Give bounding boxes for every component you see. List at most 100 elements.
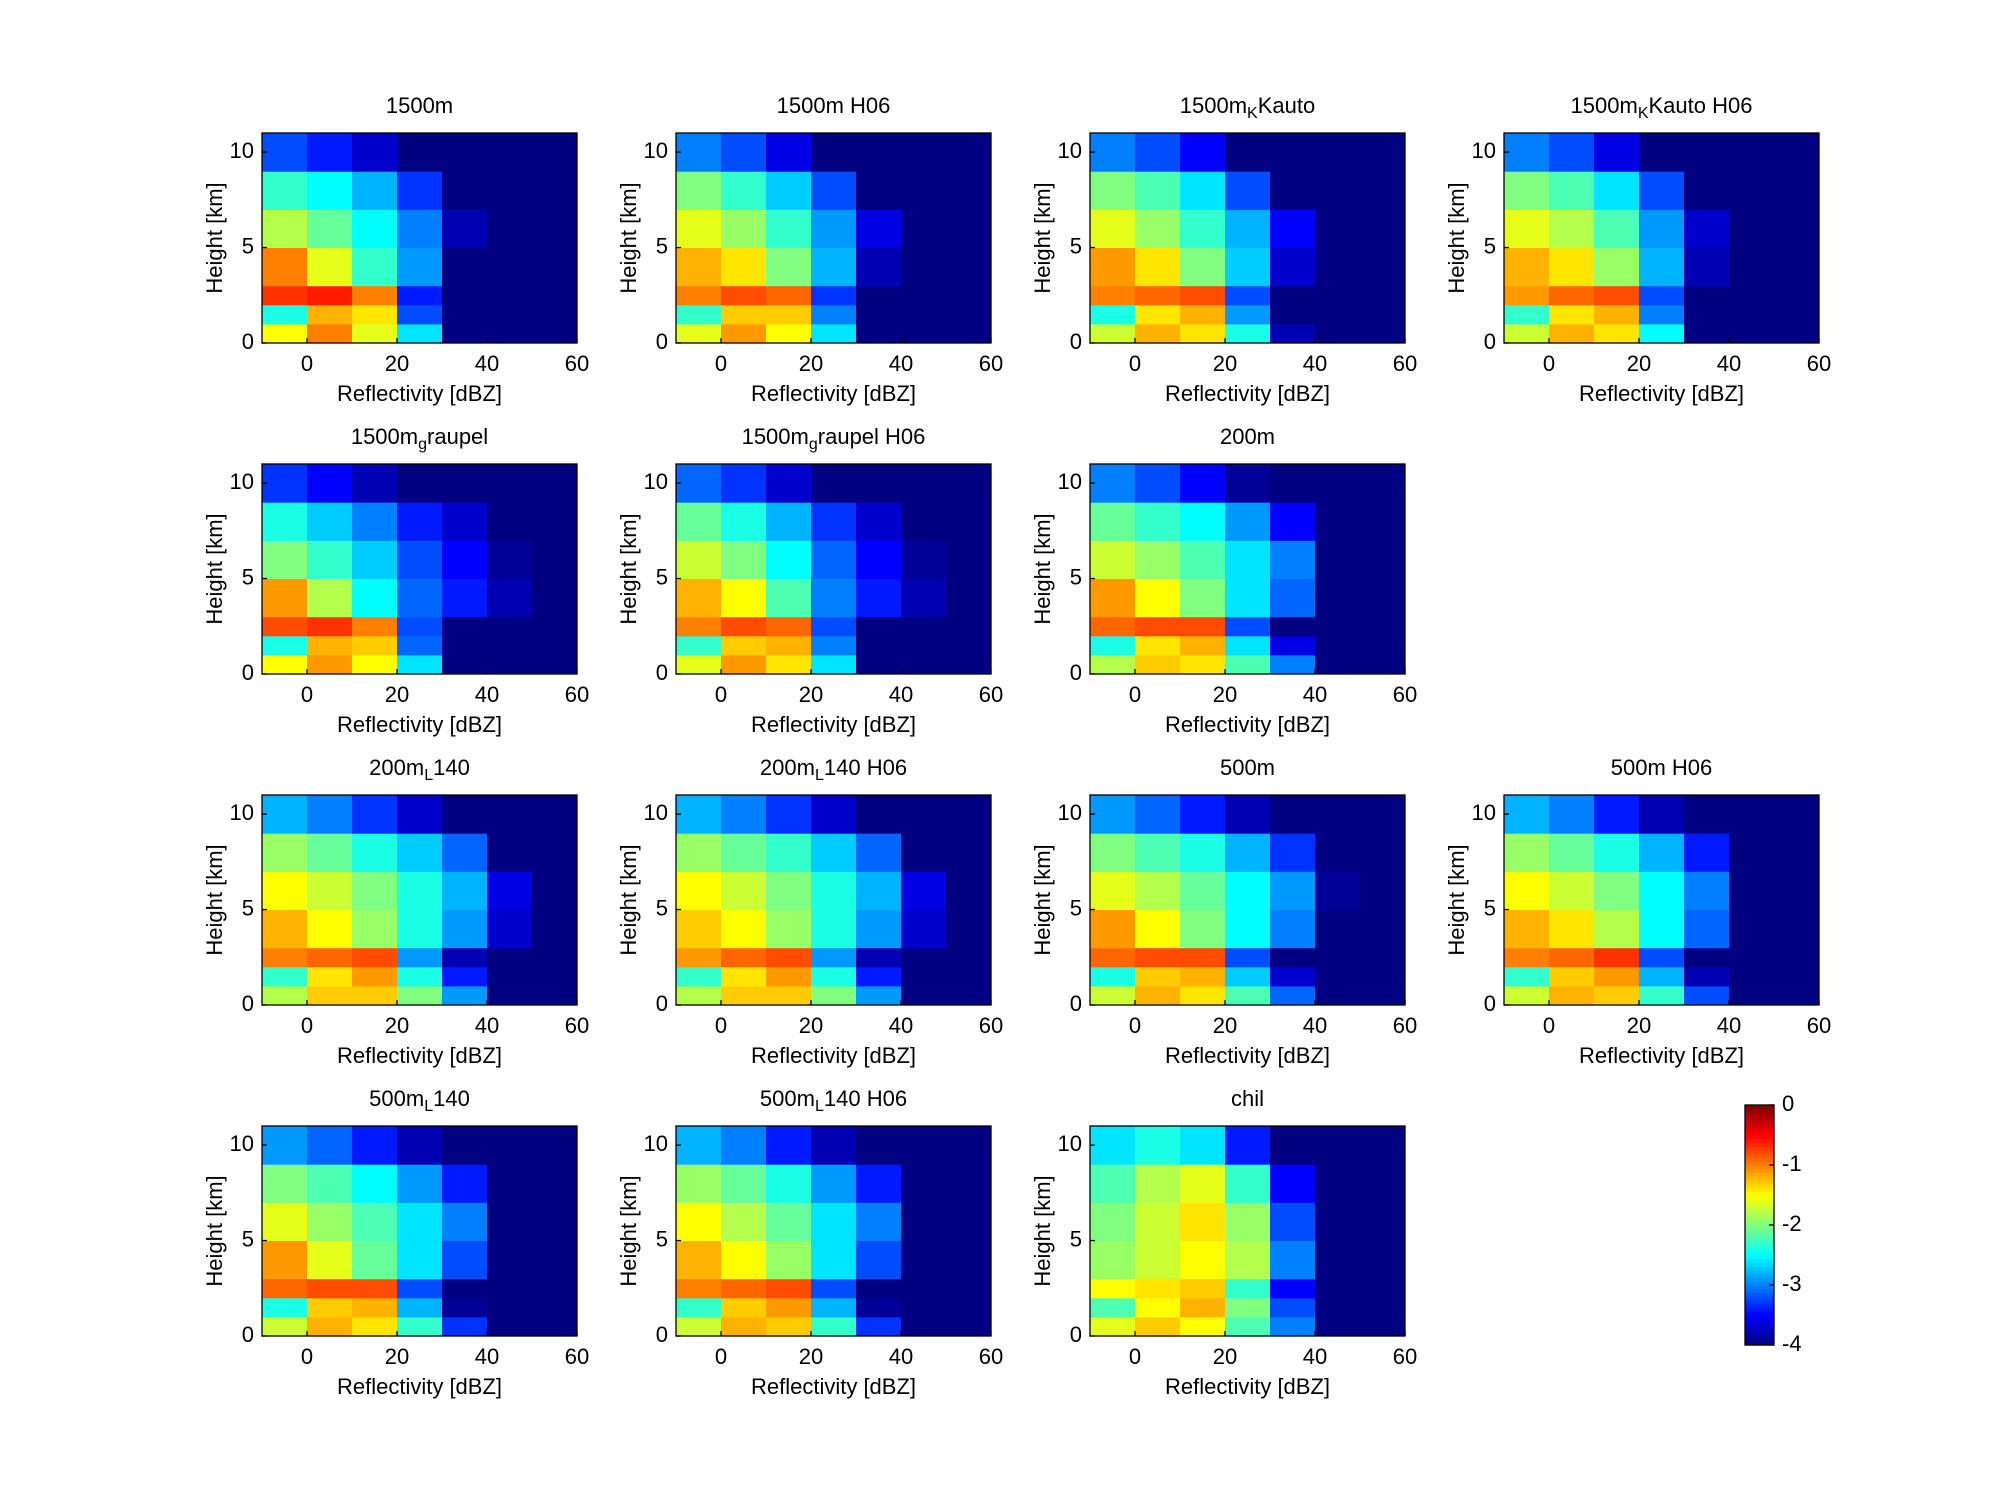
heatmap-cell [1549, 833, 1595, 872]
heatmap-cell [1180, 540, 1226, 580]
x-axis-label: Reflectivity [dBZ] [337, 1043, 502, 1068]
heatmap-cell [1180, 1316, 1226, 1337]
heatmap-cell [532, 1316, 578, 1337]
colorbar-tick-label: -2 [1782, 1211, 1802, 1236]
heatmap-cell [1180, 304, 1226, 325]
y-tick-label: 10 [644, 1131, 668, 1156]
heatmap-cell [856, 578, 902, 618]
heatmap-cell [487, 966, 533, 987]
heatmap-cell [1504, 795, 1550, 834]
heatmap-cell [1315, 1240, 1361, 1280]
x-tick-label: 40 [1303, 1344, 1327, 1369]
heatmap-cell [901, 1316, 947, 1337]
heatmap-cell [1270, 502, 1316, 541]
heatmap-cell [946, 985, 992, 1006]
heatmap-cell [721, 833, 767, 872]
heatmap-cell [946, 871, 992, 911]
heatmap-cell [1774, 247, 1820, 287]
x-tick-label: 0 [301, 1013, 313, 1038]
heatmap-cell [1504, 833, 1550, 872]
colorbar-swatch [1745, 1210, 1774, 1215]
heatmap-cell [1594, 833, 1640, 872]
heatmap-cell [811, 133, 857, 172]
x-tick-label: 0 [1543, 1013, 1555, 1038]
heatmap-cell [307, 285, 353, 306]
heatmap-cell [1315, 247, 1361, 287]
heatmap-cell [901, 616, 947, 637]
heatmap-cell [1270, 1126, 1316, 1165]
heatmap-cell [262, 247, 308, 287]
colorbar-tick-label: -1 [1782, 1151, 1802, 1176]
heatmap-cell [1225, 464, 1271, 503]
heatmap-cell [397, 1297, 443, 1318]
y-tick-label: 5 [242, 233, 254, 258]
x-tick-label: 60 [979, 351, 1003, 376]
heatmap-cell [532, 502, 578, 541]
y-tick-label: 10 [1058, 800, 1082, 825]
colorbar-swatch [1745, 1150, 1774, 1155]
y-tick-label: 0 [1070, 1322, 1082, 1347]
heatmap-cell [442, 247, 488, 287]
heatmap-cell [487, 285, 533, 306]
heatmap-cell [1639, 171, 1685, 210]
heatmap-cell [811, 304, 857, 325]
heatmap-cell [1315, 833, 1361, 872]
heatmap-cell [307, 133, 353, 172]
heatmap-cell [946, 616, 992, 637]
colorbar-swatch [1745, 1225, 1774, 1230]
heatmap-cell [901, 209, 947, 249]
x-tick-label: 60 [565, 351, 589, 376]
y-tick-label: 5 [242, 564, 254, 589]
heatmap-cell [1504, 966, 1550, 987]
y-axis-label: Height [km] [1030, 513, 1055, 624]
heatmap-cell [676, 578, 722, 618]
heatmap-cell [487, 323, 533, 344]
heatmap-cell [676, 833, 722, 872]
heatmap-cell [532, 209, 578, 249]
heatmap-cell [487, 209, 533, 249]
heatmap-cell [352, 871, 398, 911]
x-axis-label: Reflectivity [dBZ] [1165, 1374, 1330, 1399]
heatmap-cell [1180, 1278, 1226, 1299]
heatmap-cell [1135, 654, 1181, 675]
heatmap-cell [676, 1316, 722, 1337]
y-tick-label: 0 [656, 660, 668, 685]
heatmap-cell [442, 1316, 488, 1337]
heatmap-cell [262, 1164, 308, 1203]
heatmap-cell [766, 909, 812, 949]
heatmap-cell [352, 247, 398, 287]
heatmap-cell [1225, 540, 1271, 580]
heatmap-cell [307, 966, 353, 987]
heatmap-cell [901, 795, 947, 834]
heatmap-cell [1090, 285, 1136, 306]
colorbar-swatch [1745, 1266, 1774, 1271]
y-tick-label: 5 [1070, 233, 1082, 258]
heatmap-cell [901, 871, 947, 911]
heatmap-cell [721, 654, 767, 675]
heatmap-cell [1090, 1297, 1136, 1318]
heatmap-cell [532, 1202, 578, 1242]
heatmap-cell [262, 1278, 308, 1299]
heatmap-cell [487, 985, 533, 1006]
heatmap-cell [1090, 909, 1136, 949]
heatmap-cell [442, 1164, 488, 1203]
heatmap-cell [1225, 947, 1271, 968]
heatmap-cell [676, 247, 722, 287]
heatmap-cell [766, 947, 812, 968]
heatmap-cell [1090, 1202, 1136, 1242]
heatmap-cell [1180, 966, 1226, 987]
colorbar-swatch [1745, 1112, 1774, 1117]
heatmap-cell [1549, 209, 1595, 249]
heatmap-cell [721, 323, 767, 344]
heatmap-cell [856, 540, 902, 580]
heatmap-cell [721, 1297, 767, 1318]
x-tick-label: 20 [1627, 351, 1651, 376]
panel-title: 200mL140 H06 [760, 755, 907, 784]
heatmap-cell [856, 285, 902, 306]
y-tick-label: 10 [230, 469, 254, 494]
heatmap-cell [262, 1126, 308, 1165]
heatmap-cell [487, 133, 533, 172]
heatmap-cell [1270, 966, 1316, 987]
x-tick-label: 40 [889, 682, 913, 707]
